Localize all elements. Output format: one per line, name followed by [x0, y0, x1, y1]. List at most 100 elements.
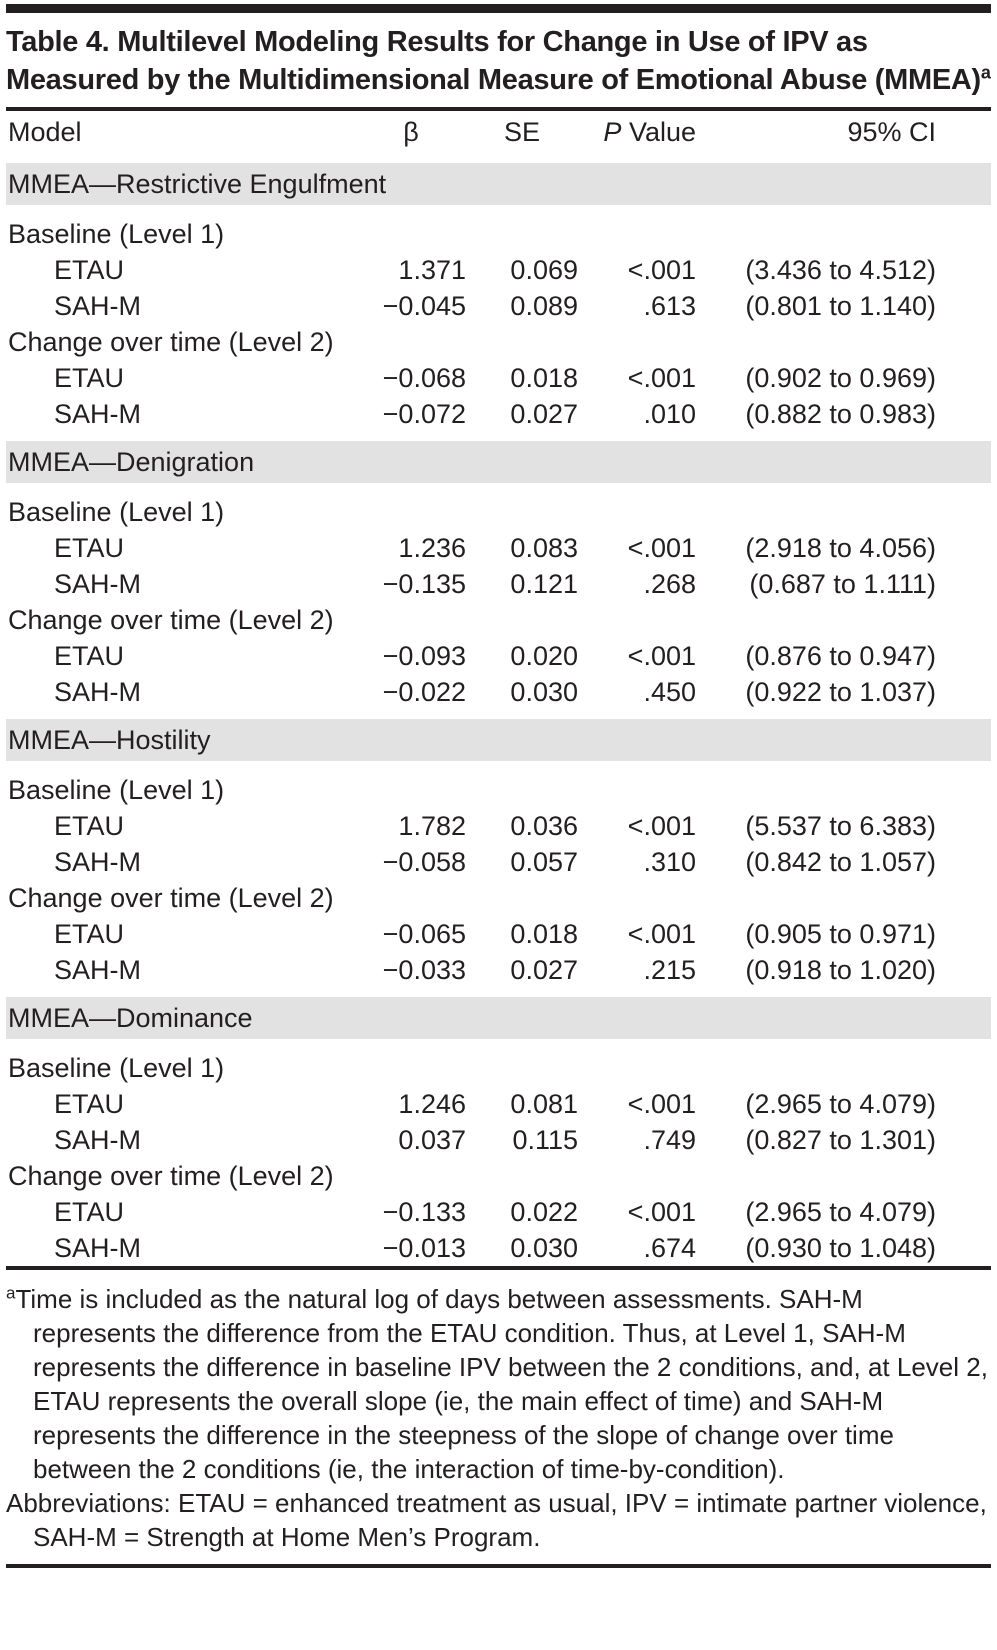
table-title-footnote-marker: a — [980, 62, 991, 83]
cell-se: 0.018 — [510, 363, 578, 393]
cell-beta: 1.371 — [398, 255, 466, 285]
cell-ci: (0.930 to 1.048) — [745, 1233, 936, 1263]
group-label-row: Baseline (Level 1) — [6, 1045, 991, 1087]
table-row: SAH-M −0.072 0.027 .010 (0.882 to 0.983) — [6, 396, 991, 437]
p-rest: Value — [628, 117, 696, 147]
section-header: MMEA—Denigration — [6, 432, 991, 494]
cell-ci: (0.827 to 1.301) — [745, 1125, 936, 1155]
cell-se: 0.081 — [510, 1089, 578, 1119]
section-header-row: MMEA—Denigration — [6, 432, 991, 494]
section-header-row: MMEA—Hostility — [6, 710, 991, 772]
group-label-row: Baseline (Level 1) — [6, 489, 991, 531]
cell-ci: (0.882 to 0.983) — [745, 399, 936, 429]
top-rule — [6, 4, 991, 13]
cell-beta: 1.236 — [398, 533, 466, 563]
cell-se: 0.030 — [510, 1233, 578, 1263]
table-body: MMEA—Restrictive Engulfment Baseline (Le… — [6, 154, 991, 1269]
cell-model: ETAU — [54, 1089, 125, 1119]
cell-ci: (0.876 to 0.947) — [745, 641, 936, 671]
header-row: Model β SE P Value 95% CI — [6, 109, 991, 160]
cell-ci: (5.537 to 6.383) — [745, 811, 936, 841]
column-header-ci: 95% CI — [696, 109, 991, 160]
cell-ci: (0.842 to 1.057) — [745, 847, 936, 877]
cell-model: ETAU — [54, 919, 125, 949]
cell-se: 0.018 — [510, 919, 578, 949]
section-header: MMEA—Restrictive Engulfment — [6, 154, 991, 216]
group-label: Baseline (Level 1) — [8, 1053, 225, 1083]
table-row: SAH-M −0.022 0.030 .450 (0.922 to 1.037) — [6, 674, 991, 715]
cell-se: 0.022 — [510, 1197, 578, 1227]
cell-model: ETAU — [54, 255, 125, 285]
section-header: MMEA—Dominance — [6, 988, 991, 1050]
cell-p-value: <.001 — [627, 641, 696, 671]
table-row: ETAU −0.065 0.018 <.001 (0.905 to 0.971) — [6, 916, 991, 952]
group-label-row: Change over time (Level 2) — [6, 1158, 991, 1194]
cell-p-value: <.001 — [627, 811, 696, 841]
table-row: ETAU 1.782 0.036 <.001 (5.537 to 6.383) — [6, 808, 991, 844]
column-header-beta: β — [356, 109, 466, 160]
cell-beta: −0.022 — [382, 677, 466, 707]
cell-beta: −0.068 — [382, 363, 466, 393]
cell-p-value: .613 — [643, 291, 696, 321]
cell-p-value: <.001 — [627, 1197, 696, 1227]
table-row: ETAU 1.371 0.069 <.001 (3.436 to 4.512) — [6, 252, 991, 288]
cell-p-value: .450 — [643, 677, 696, 707]
cell-model: ETAU — [54, 363, 125, 393]
cell-ci: (2.965 to 4.079) — [745, 1089, 936, 1119]
cell-p-value: <.001 — [627, 363, 696, 393]
cell-se: 0.027 — [510, 399, 578, 429]
table-row: ETAU −0.133 0.022 <.001 (2.965 to 4.079) — [6, 1194, 991, 1230]
cell-se: 0.027 — [510, 955, 578, 985]
cell-model: SAH-M — [54, 569, 141, 599]
cell-model: SAH-M — [54, 1125, 141, 1155]
cell-beta: −0.058 — [382, 847, 466, 877]
footnote-a: aTime is included as the natural log of … — [6, 1282, 991, 1486]
p-italic: P — [603, 117, 622, 147]
cell-beta: 0.037 — [398, 1125, 466, 1155]
cell-ci: (0.687 to 1.111) — [749, 569, 936, 599]
table-row: ETAU −0.068 0.018 <.001 (0.902 to 0.969) — [6, 360, 991, 396]
cell-se: 0.057 — [510, 847, 578, 877]
cell-model: SAH-M — [54, 847, 141, 877]
cell-beta: −0.135 — [382, 569, 466, 599]
cell-se: 0.036 — [510, 811, 578, 841]
cell-model: SAH-M — [54, 677, 141, 707]
cell-ci: (0.922 to 1.037) — [745, 677, 936, 707]
footnote-a-marker: a — [6, 1283, 16, 1303]
table-figure-page: Table 4. Multilevel Modeling Results for… — [6, 4, 991, 1568]
results-table: Model β SE P Value 95% CI MMEA—Restricti… — [6, 107, 991, 1270]
cell-ci: (0.902 to 0.969) — [745, 363, 936, 393]
cell-p-value: .674 — [643, 1233, 696, 1263]
table-row: ETAU 1.236 0.083 <.001 (2.918 to 4.056) — [6, 530, 991, 566]
cell-ci: (2.918 to 4.056) — [745, 533, 936, 563]
section-header-row: MMEA—Restrictive Engulfment — [6, 154, 991, 216]
table-row: SAH-M −0.033 0.027 .215 (0.918 to 1.020) — [6, 952, 991, 993]
cell-se: 0.030 — [510, 677, 578, 707]
group-label: Baseline (Level 1) — [8, 497, 225, 527]
cell-p-value: .215 — [643, 955, 696, 985]
cell-se: 0.089 — [510, 291, 578, 321]
cell-model: ETAU — [54, 533, 125, 563]
cell-ci: (2.965 to 4.079) — [745, 1197, 936, 1227]
cell-se: 0.083 — [510, 533, 578, 563]
group-label-row: Baseline (Level 1) — [6, 767, 991, 809]
cell-beta: −0.072 — [382, 399, 466, 429]
cell-model: ETAU — [54, 811, 125, 841]
cell-beta: −0.133 — [382, 1197, 466, 1227]
column-header-se: SE — [466, 109, 578, 160]
table-row: ETAU −0.093 0.020 <.001 (0.876 to 0.947) — [6, 638, 991, 674]
cell-p-value: <.001 — [627, 255, 696, 285]
table-title-text: Table 4. Multilevel Modeling Results for… — [6, 26, 981, 96]
group-label-row: Change over time (Level 2) — [6, 324, 991, 360]
cell-beta: −0.065 — [382, 919, 466, 949]
cell-ci: (0.918 to 1.020) — [745, 955, 936, 985]
table-title: Table 4. Multilevel Modeling Results for… — [6, 23, 991, 99]
group-label: Change over time (Level 2) — [8, 327, 334, 357]
group-label-row: Change over time (Level 2) — [6, 880, 991, 916]
group-label-row: Baseline (Level 1) — [6, 211, 991, 253]
cell-beta: 1.246 — [398, 1089, 466, 1119]
cell-ci: (3.436 to 4.512) — [745, 255, 936, 285]
group-label: Baseline (Level 1) — [8, 219, 225, 249]
cell-se: 0.115 — [512, 1125, 578, 1155]
cell-se: 0.020 — [510, 641, 578, 671]
